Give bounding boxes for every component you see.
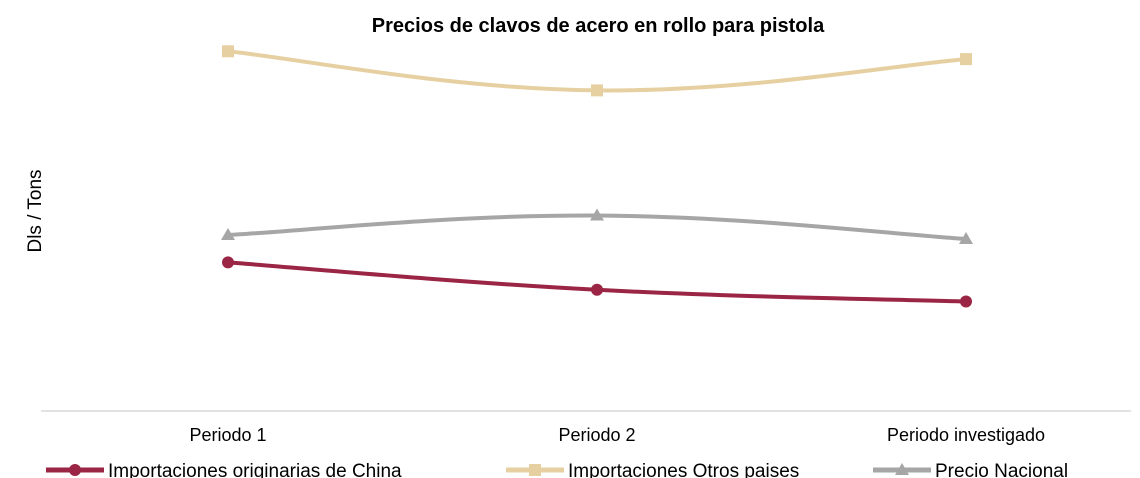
data-point bbox=[959, 231, 973, 244]
series-group bbox=[222, 256, 972, 308]
data-point bbox=[222, 256, 234, 269]
legend-label: Precio Nacional bbox=[935, 461, 1068, 478]
series-layer bbox=[221, 45, 973, 308]
x-tick-labels: Periodo 1 Periodo 2 Periodo investigado bbox=[189, 425, 1045, 445]
data-point bbox=[221, 228, 235, 241]
x-tick-label: Periodo 1 bbox=[189, 425, 266, 445]
data-point bbox=[591, 283, 603, 296]
series-group bbox=[221, 208, 973, 244]
data-point bbox=[960, 53, 972, 66]
legend-label: Importaciones Otros paises bbox=[568, 461, 799, 478]
chart-title: Precios de clavos de acero en rollo para… bbox=[372, 15, 825, 37]
legend-marker bbox=[529, 464, 541, 476]
legend-label: Importaciones originarias de China bbox=[108, 461, 402, 478]
data-point bbox=[960, 295, 972, 308]
data-point bbox=[222, 45, 234, 58]
legend-marker bbox=[895, 463, 909, 475]
legend-item: Precio Nacional bbox=[873, 461, 1068, 478]
legend-item: Importaciones Otros paises bbox=[506, 461, 799, 478]
series-group bbox=[222, 45, 972, 97]
data-point bbox=[591, 84, 603, 97]
legend-marker bbox=[69, 464, 81, 476]
y-axis-label: Dls / Tons bbox=[25, 169, 46, 252]
x-tick-label: Periodo 2 bbox=[558, 425, 635, 445]
data-point bbox=[590, 208, 604, 221]
legend: Importaciones originarias de China Import… bbox=[46, 461, 1068, 478]
x-tick-label: Periodo investigado bbox=[887, 425, 1045, 445]
legend-item: Importaciones originarias de China bbox=[46, 461, 402, 478]
